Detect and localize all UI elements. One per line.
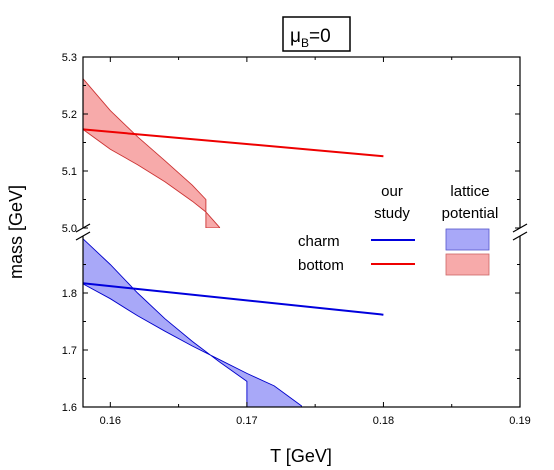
title-mu: μ [290,26,301,47]
title-box [282,16,351,52]
legend-header-our: our [381,183,403,200]
legend-header-lattice: lattice [450,183,489,200]
x-tick-label: 0.19 [509,415,530,427]
legend-band-charm [445,228,490,251]
y-tick-label: 5.2 [62,109,77,121]
line-charm-our-study [83,282,384,316]
legend: our study lattice potential charm bottom [298,183,499,276]
title-subscript: B [301,36,309,50]
axis-break-mark [75,231,91,241]
legend-header-study: study [374,205,410,222]
y-tick-label: 1.6 [62,402,77,414]
bands [83,78,302,407]
axis-break-mark [512,231,528,241]
y-tick-label: 1.8 [62,288,77,300]
title-suffix: =0 [309,26,331,47]
y-tick-label: 5.1 [62,166,77,178]
y-tick-label: 5.0 [62,223,77,235]
axis-break-gap [513,228,527,236]
y-tick-label: 5.3 [62,52,77,64]
x-tick-label: 0.18 [373,415,394,427]
ticks: 0.16 0.17 0.18 0.19 5.0 5.1 5.2 5.3 1.6 1.7 1.8 [62,52,531,427]
legend-header-potential: potential [442,205,499,222]
legend-band-bottom [445,253,490,276]
x-axis-title: T [GeV] [270,446,332,466]
band-charm-lattice [83,238,302,407]
x-tick-label: 0.17 [236,415,257,427]
legend-label-bottom: bottom [298,257,344,274]
axis-break-gap [76,228,90,236]
legend-label-charm: charm [298,233,340,250]
line-bottom-our-study [83,128,384,158]
chart-title: μB=0 [290,26,331,50]
y-axis-title: mass [GeV] [6,185,26,279]
y-tick-label: 1.7 [62,345,77,357]
x-tick-label: 0.16 [100,415,121,427]
band-bottom-lattice [83,78,221,228]
lines [83,128,384,316]
